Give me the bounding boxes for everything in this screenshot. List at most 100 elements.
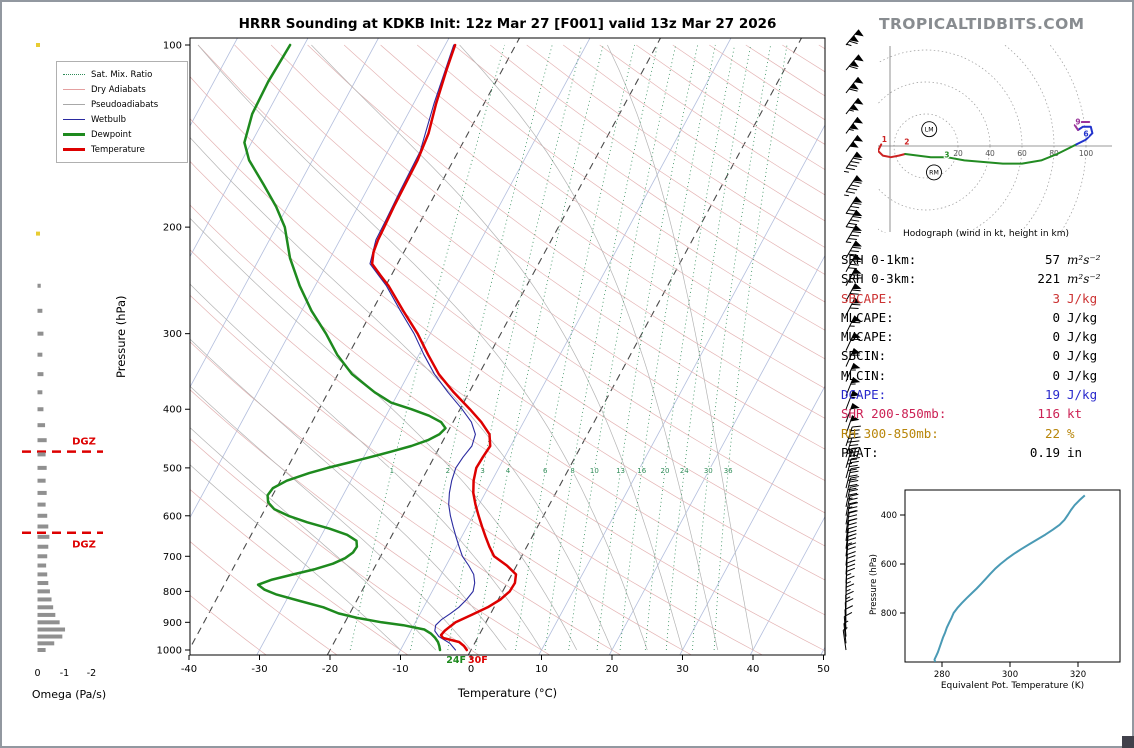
storm-motion-marker xyxy=(926,164,942,181)
stat-label: RH 300-850mb: xyxy=(841,425,939,441)
stat-label: DCAPE: xyxy=(841,387,887,403)
wind-barb xyxy=(842,627,848,651)
stat-value: 221 xyxy=(1037,271,1060,287)
dewpoint-curve xyxy=(243,43,447,652)
wind-barb xyxy=(843,175,863,197)
wind-barb xyxy=(845,348,861,367)
dashed-isotherm xyxy=(326,38,661,655)
dgz-markers: DGZ DGZ xyxy=(22,437,103,551)
dgz-label: DGZ xyxy=(72,437,96,448)
storm-motion-marker xyxy=(921,121,938,138)
pseudoadiabat xyxy=(190,427,437,651)
wind-barb xyxy=(845,315,862,334)
hodograph-trace-6-9 xyxy=(1075,125,1094,146)
legend-item: Sat. Mix. Ratio xyxy=(63,67,181,82)
hodograph-height-label: 6 xyxy=(1083,130,1088,139)
mixing-ratio-lines: 1 2 3 4 6 8 10 13 16 20 24 30 36 xyxy=(349,44,788,651)
dry-adiabat xyxy=(190,160,825,616)
pseudoadiabat xyxy=(190,464,401,651)
omega-bar xyxy=(37,612,56,617)
x-tick-label: 40 xyxy=(747,664,760,675)
wind-barb xyxy=(845,567,855,592)
dry-adiabat xyxy=(380,44,825,360)
stat-label: MUCAPE: xyxy=(841,329,894,345)
mixing-ratio-line xyxy=(713,44,788,651)
hodograph-labels: 1 2 3 69 LM RM xyxy=(881,117,1090,181)
omega-bar xyxy=(37,478,46,483)
pseudoadiabat xyxy=(311,44,683,651)
indices-panel: SRH 0-1km: 57 m²s⁻² SRH 0-3km: 221 m²s⁻² SBCAP… xyxy=(841,252,1125,464)
pseudoadiabat xyxy=(190,338,507,651)
storm-motion-label: LM xyxy=(925,126,934,133)
stat-row: MLCIN: 0 J/kg xyxy=(841,368,1125,387)
omega-bar xyxy=(37,372,44,377)
dry-adiabat xyxy=(190,594,267,655)
sounding-profiles xyxy=(243,43,518,652)
legend-item: Dewpoint xyxy=(63,127,181,142)
omega-axis-label: Omega (Pa/s) xyxy=(31,688,107,701)
omega-bar xyxy=(37,308,43,313)
surface-dewpoint-label: 24F xyxy=(446,655,466,666)
legend-label: Temperature xyxy=(91,144,145,155)
pressure-tick-label: 700 xyxy=(163,552,182,563)
legend-item: Dry Adiabats xyxy=(63,82,181,97)
stat-unit: m²s⁻² xyxy=(1067,253,1101,267)
legend-label: Dewpoint xyxy=(91,129,132,140)
legend-label: Dry Adiabats xyxy=(91,84,146,95)
x-tick-label: 10 xyxy=(535,664,548,675)
isotherm xyxy=(608,254,825,655)
dry-adiabat xyxy=(190,204,825,652)
mixing-ratio-label: 24 xyxy=(680,467,689,475)
stat-row: DCAPE: 19 J/kg xyxy=(841,387,1125,406)
isotherm xyxy=(0,38,26,655)
omega-tick-label: -2 xyxy=(87,668,96,679)
pressure-tick-label: 800 xyxy=(163,587,182,598)
isotherm xyxy=(538,124,825,655)
legend-label: Sat. Mix. Ratio xyxy=(91,69,153,80)
omega-bar xyxy=(37,563,47,568)
isotherm xyxy=(190,38,379,388)
pseudoadiabat xyxy=(190,385,472,651)
mixing-ratio-line xyxy=(544,44,658,651)
wind-barb xyxy=(845,457,860,479)
pseudoadiabat xyxy=(190,283,542,651)
mixing-ratio-line xyxy=(596,44,698,651)
legend-line-sample xyxy=(63,119,85,120)
hodograph-caption: Hodograph (wind in kt, height in km) xyxy=(903,229,1069,239)
wind-barb xyxy=(845,76,864,94)
omega-bar xyxy=(37,407,44,412)
hodograph-trace-9+ xyxy=(1073,121,1091,131)
chart-title: HRRR Sounding at KDKB Init: 12z Mar 27 [… xyxy=(238,16,777,32)
omega-bar xyxy=(37,544,49,549)
omega-bar xyxy=(37,572,48,577)
wind-barb xyxy=(845,502,859,525)
omega-bar xyxy=(37,423,46,428)
stat-value: 0 xyxy=(1052,329,1060,345)
dashed-isotherm xyxy=(190,38,520,650)
omega-highlight-bar xyxy=(36,231,40,236)
x-tick-label: 20 xyxy=(606,664,619,675)
stat-value: 0 xyxy=(1052,309,1060,325)
wind-barb xyxy=(845,253,862,272)
mixing-ratio-line xyxy=(410,44,553,651)
dry-adiabat xyxy=(453,44,825,303)
wind-barb xyxy=(845,332,861,351)
thetae-ytick-label: 800 xyxy=(881,609,897,619)
dry-adiabat xyxy=(343,44,825,389)
dry-adiabat xyxy=(197,44,825,514)
stat-value: 0 xyxy=(1052,367,1060,383)
pressure-tick-label: 1000 xyxy=(157,646,182,657)
dry-adiabat-lines xyxy=(190,44,825,655)
thetae-pressure-label: Pressure (hPa) xyxy=(869,554,879,616)
stat-value: 22 xyxy=(1044,425,1060,441)
wind-barb xyxy=(845,116,864,134)
legend-line-sample xyxy=(63,104,85,105)
omega-highlight-bar xyxy=(36,43,40,47)
temperature-curve xyxy=(370,43,518,652)
omega-bar xyxy=(37,490,47,495)
surface-temperature-label: 30F xyxy=(468,655,488,666)
wind-barb xyxy=(843,620,849,644)
hodograph-ring-label: 20 xyxy=(953,149,963,158)
dry-adiabat xyxy=(190,249,763,655)
